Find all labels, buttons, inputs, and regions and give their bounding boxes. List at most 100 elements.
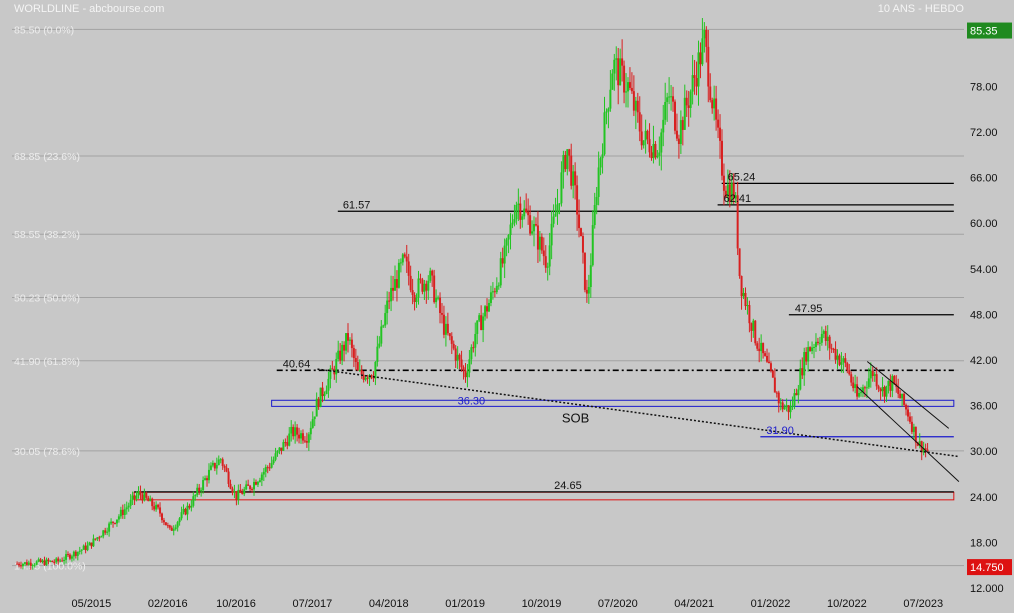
candle-body <box>160 513 163 521</box>
candle-body <box>133 495 136 499</box>
candle-body <box>899 393 902 399</box>
candle-body <box>658 152 661 156</box>
candle-body <box>123 509 126 515</box>
candle-body <box>787 405 790 413</box>
candle-body <box>491 291 494 293</box>
candle-body <box>329 368 332 379</box>
candle-body <box>345 333 348 351</box>
candle-body <box>409 275 412 291</box>
candle-body <box>711 100 714 109</box>
candle-body <box>605 111 608 113</box>
candle-body <box>636 100 639 113</box>
level-label: 61.57 <box>343 199 371 211</box>
candle-body <box>901 393 904 399</box>
candle-body <box>25 562 28 565</box>
candle-body <box>830 348 833 350</box>
candle-body <box>791 405 794 407</box>
candle-body <box>634 100 637 111</box>
candle-body <box>78 550 81 552</box>
candle-body <box>417 278 420 298</box>
candle-body <box>262 471 265 475</box>
price-marker-label: 85.35 <box>970 26 998 38</box>
candle-body <box>472 347 475 349</box>
candle-body <box>529 215 532 234</box>
candle-body <box>307 434 310 443</box>
candle-body <box>562 154 565 173</box>
candle-body <box>184 508 187 515</box>
candle-body <box>393 279 396 291</box>
candle-body <box>437 297 440 299</box>
candle-body <box>705 29 708 47</box>
candle-body <box>648 139 651 153</box>
candle-body <box>435 297 438 303</box>
candle-body <box>699 52 702 65</box>
candle-body <box>59 560 62 562</box>
candle-body <box>918 441 921 446</box>
candle-body <box>779 402 782 404</box>
x-tick-label: 07/2017 <box>292 598 332 610</box>
candle-body <box>583 252 586 290</box>
candle-body <box>679 120 682 144</box>
candle-body <box>141 494 144 501</box>
candle-body <box>206 478 209 481</box>
candle-body <box>239 489 242 493</box>
candle-body <box>209 465 212 470</box>
candle-body <box>558 203 561 205</box>
candle-body <box>411 290 414 295</box>
candle-body <box>480 315 483 330</box>
candle-body <box>202 480 205 491</box>
candle-body <box>439 297 442 314</box>
candle-body <box>642 140 645 146</box>
candle-body <box>533 224 536 232</box>
candle-body <box>372 377 375 379</box>
candle-body <box>630 87 633 92</box>
candle-body <box>157 504 160 508</box>
candle-body <box>552 216 555 224</box>
candle-body <box>27 562 30 565</box>
candle-body <box>305 441 308 443</box>
candle-body <box>415 297 418 303</box>
candle-body <box>61 560 64 562</box>
candle-body <box>405 256 408 262</box>
candle-body <box>615 58 618 60</box>
candle-body <box>591 225 594 266</box>
candle-body <box>728 184 731 203</box>
x-tick-label: 05/2015 <box>72 598 112 610</box>
candle-body <box>153 506 156 510</box>
candle-body <box>223 465 226 468</box>
candle-body <box>720 140 723 176</box>
fib-label: 41.90 (61.8%) <box>14 356 80 368</box>
candle-body <box>102 530 105 537</box>
candle-body <box>41 560 44 563</box>
candle-body <box>652 143 655 159</box>
candle-body <box>399 262 402 264</box>
candle-body <box>70 556 73 559</box>
candle-body <box>470 347 473 360</box>
candle-body <box>687 105 690 108</box>
candle-body <box>233 491 236 493</box>
candle-body <box>274 453 277 460</box>
candle-body <box>856 384 859 397</box>
channel-line <box>856 386 960 482</box>
candle-body <box>922 448 925 453</box>
candle-body <box>155 504 158 510</box>
candle-body <box>137 491 140 496</box>
candle-body <box>734 195 737 199</box>
candle-body <box>21 563 24 567</box>
candle-body <box>370 375 373 378</box>
candle-body <box>489 292 492 303</box>
candle-body <box>186 505 189 515</box>
candle-body <box>131 495 134 500</box>
candle-body <box>801 368 804 376</box>
candle-body <box>288 433 291 446</box>
candle-body <box>49 560 52 562</box>
y-tick-label: 78.00 <box>970 81 998 93</box>
candle-body <box>595 196 598 206</box>
candle-body <box>646 130 649 140</box>
candle-body <box>204 478 207 481</box>
candle-body <box>96 537 99 540</box>
x-tick-label: 04/2018 <box>369 598 409 610</box>
candle-body <box>519 203 522 220</box>
y-tick-label: 72.00 <box>970 127 998 139</box>
price-marker-label: 14.750 <box>970 562 1004 574</box>
